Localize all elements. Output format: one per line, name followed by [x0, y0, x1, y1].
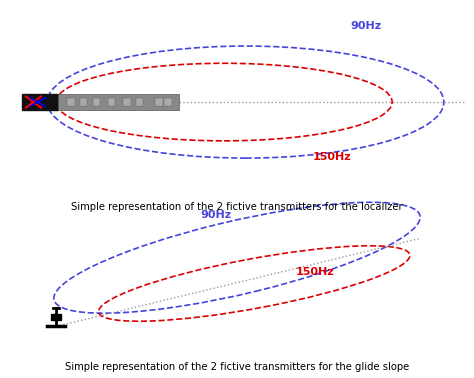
Text: Simple representation of the 2 fictive transmitters for the glide slope: Simple representation of the 2 fictive t…: [65, 363, 409, 372]
Bar: [136, 98, 144, 106]
Bar: [155, 98, 163, 106]
Text: Simple representation of the 2 fictive transmitters for the localizer: Simple representation of the 2 fictive t…: [71, 202, 403, 212]
Text: 90Hz: 90Hz: [200, 210, 231, 220]
Text: 150Hz: 150Hz: [312, 152, 351, 162]
Bar: [80, 98, 88, 106]
Bar: [58, 94, 179, 110]
Bar: [67, 98, 74, 106]
Bar: [21, 94, 58, 110]
Text: 150Hz: 150Hz: [295, 267, 334, 277]
Bar: [92, 98, 100, 106]
Bar: [108, 98, 116, 106]
Bar: [164, 98, 172, 106]
Bar: [51, 314, 61, 320]
Text: 90Hz: 90Hz: [351, 21, 382, 31]
Bar: [123, 98, 130, 106]
